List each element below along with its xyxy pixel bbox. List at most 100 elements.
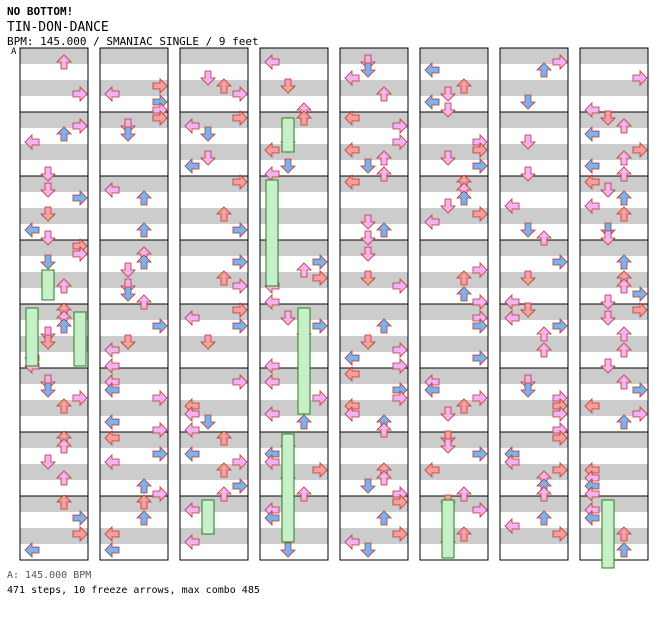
arrow-shape (344, 350, 360, 366)
arrow-down (520, 374, 536, 390)
arrow-shape (264, 54, 280, 70)
arrow-right (232, 174, 248, 190)
arrow-shape (72, 246, 88, 262)
arrow-shape (600, 222, 616, 238)
arrow-shape (344, 174, 360, 190)
arrow-right (632, 142, 648, 158)
arrow-left (584, 102, 600, 118)
arrow-left (584, 158, 600, 174)
beat-stripe (420, 48, 488, 64)
arrow-shape (72, 118, 88, 134)
arrow-down (120, 286, 136, 302)
arrow-right (472, 294, 488, 310)
arrow-shape (280, 78, 296, 94)
arrow-shape (616, 374, 632, 390)
beat-stripe (500, 48, 568, 64)
arrow-up (616, 326, 632, 342)
arrow-up (616, 254, 632, 270)
arrow-shape (616, 190, 632, 206)
arrow-shape (552, 526, 568, 542)
arrow-shape (584, 510, 600, 526)
arrow-left (104, 454, 120, 470)
beat-stripe (420, 80, 488, 96)
arrow-down (600, 358, 616, 374)
arrow-left (24, 542, 40, 558)
arrow-right (552, 406, 568, 422)
beat-stripe (420, 336, 488, 352)
arrow-shape (536, 326, 552, 342)
arrow-shape (232, 110, 248, 126)
beat-stripe (500, 272, 568, 288)
arrow-up (56, 398, 72, 414)
arrow-shape (264, 294, 280, 310)
arrow-right (152, 390, 168, 406)
arrow-shape (200, 414, 216, 430)
arrow-shape (440, 86, 456, 102)
arrow-shape (424, 214, 440, 230)
arrow-shape (584, 398, 600, 414)
arrow-shape (520, 134, 536, 150)
arrow-shape (40, 382, 56, 398)
arrow-shape (472, 158, 488, 174)
arrow-down (200, 70, 216, 86)
beat-stripe (340, 432, 408, 448)
arrow-shape (552, 54, 568, 70)
arrow-shape (392, 278, 408, 294)
arrow-down (40, 374, 56, 390)
arrow-left (104, 86, 120, 102)
arrow-shape (632, 70, 648, 86)
beat-stripe (420, 304, 488, 320)
arrow-shape (600, 182, 616, 198)
arrow-shape (120, 118, 136, 134)
arrow-shape (184, 422, 200, 438)
arrow-right (632, 302, 648, 318)
arrow-down (360, 478, 376, 494)
arrow-shape (360, 478, 376, 494)
beat-stripe (180, 176, 248, 192)
arrow-shape (40, 326, 56, 342)
arrow-up (56, 126, 72, 142)
arrow-shape (40, 230, 56, 246)
beat-stripe (500, 496, 568, 512)
arrow-up (56, 470, 72, 486)
arrow-left (584, 398, 600, 414)
arrow-shape (472, 390, 488, 406)
arrow-shape (104, 342, 120, 358)
arrow-up (536, 230, 552, 246)
arrow-shape (104, 86, 120, 102)
arrow-right (632, 406, 648, 422)
arrow-up (616, 342, 632, 358)
arrow-shape (72, 390, 88, 406)
arrow-shape (616, 166, 632, 182)
arrow-shape (264, 358, 280, 374)
beat-stripe (580, 336, 648, 352)
beat-stripe (180, 80, 248, 96)
beat-stripe (420, 432, 488, 448)
arrow-up (376, 318, 392, 334)
arrow-down (520, 270, 536, 286)
measure-box (419, 495, 489, 561)
beat-stripe (20, 48, 88, 64)
arrow-shape (440, 150, 456, 166)
arrow-shape (232, 174, 248, 190)
arrow-right (312, 270, 328, 286)
arrow-left (424, 462, 440, 478)
beat-stripe (100, 304, 168, 320)
arrow-right (472, 446, 488, 462)
beat-stripe (20, 112, 88, 128)
arrow-left (584, 174, 600, 190)
beat-stripe (580, 240, 648, 256)
arrow-shape (232, 454, 248, 470)
arrow-shape (200, 150, 216, 166)
arrow-shape (584, 126, 600, 142)
arrow-right (552, 54, 568, 70)
arrow-left (104, 430, 120, 446)
arrow-shape (104, 414, 120, 430)
arrow-down (360, 158, 376, 174)
arrow-down (360, 270, 376, 286)
arrow-right (232, 478, 248, 494)
arrow-right (472, 318, 488, 334)
arrow-left (344, 534, 360, 550)
arrow-right (232, 318, 248, 334)
arrow-shape (424, 94, 440, 110)
